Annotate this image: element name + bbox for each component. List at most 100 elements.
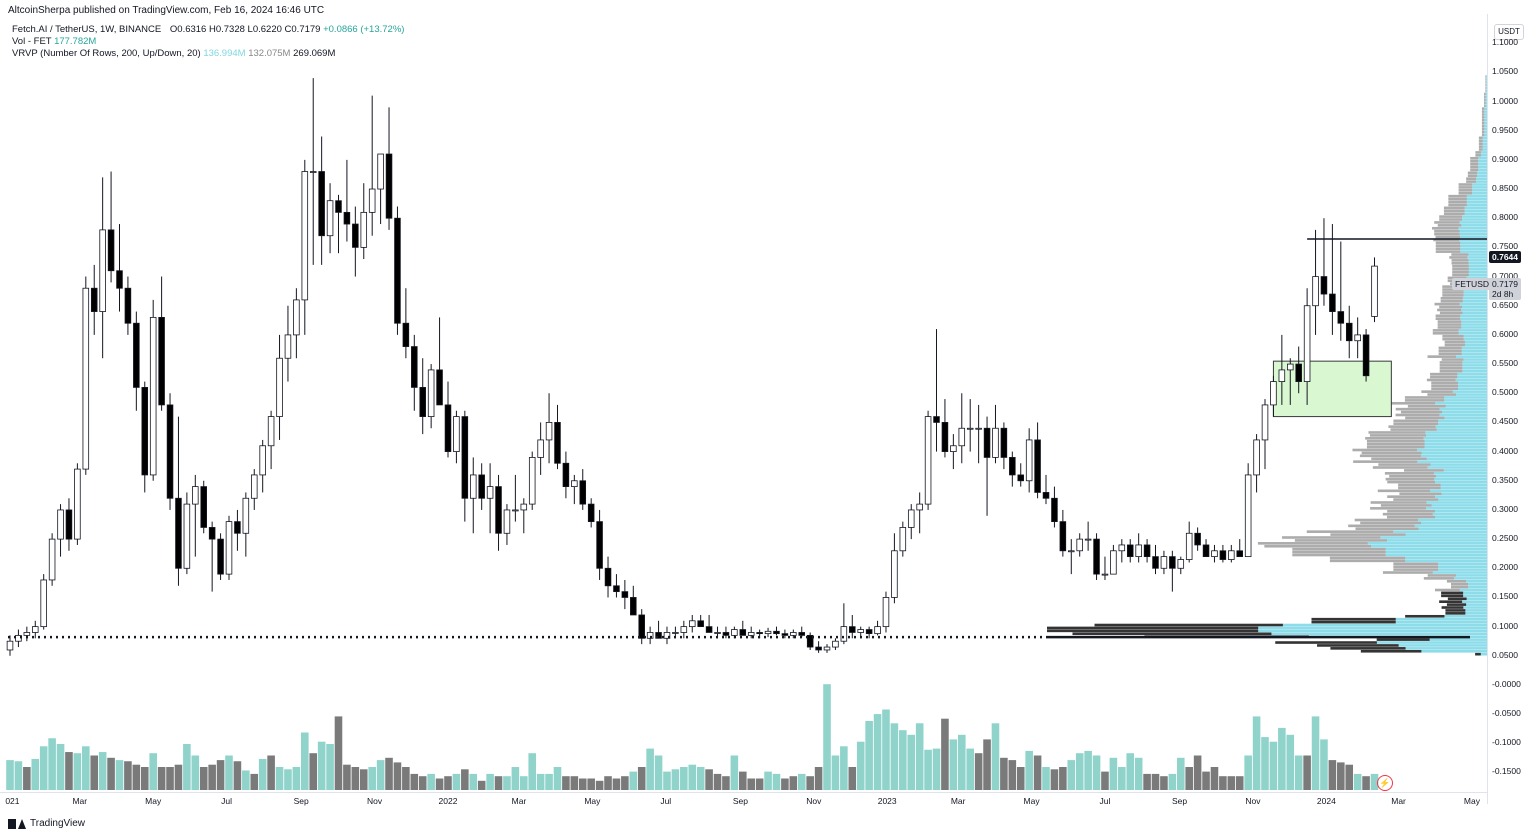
volume-bar [671, 769, 680, 790]
flash-icon[interactable]: ⚡ [1377, 775, 1393, 791]
volume-bar [1008, 760, 1017, 790]
vrvp-down-row [1470, 159, 1479, 163]
vrvp-up-row [1444, 396, 1487, 399]
candle-up [1253, 439, 1260, 476]
volume-bar [140, 767, 149, 790]
volume-bar [6, 760, 14, 790]
symbol-name[interactable]: Fetch.AI / TetherUS, 1W, BINANCE [12, 24, 162, 35]
candle-up [966, 427, 974, 430]
vrvp-legend: VRVP (Number Of Rows, 200, Up/Down, 20) … [12, 48, 335, 59]
currency-button[interactable]: USDT [1494, 24, 1524, 40]
vrvp-up-row [1385, 553, 1487, 557]
volume-bar [368, 767, 376, 790]
volume-bar [1160, 776, 1168, 790]
vrvp-up-row [1462, 305, 1487, 309]
volume-bar [1016, 767, 1025, 790]
vrvp-down-row [1467, 171, 1478, 175]
volume-bar [924, 749, 932, 790]
candle-down [166, 404, 174, 499]
vrvp-down-row [1432, 226, 1459, 230]
vrvp-down-row [1282, 536, 1381, 539]
footer-brand[interactable]: TradingView [30, 818, 86, 829]
candle-down [1345, 322, 1353, 342]
vrvp-up-row [1367, 542, 1487, 545]
vrvp-up-row [1455, 378, 1487, 382]
volume-bar [1261, 737, 1269, 790]
candle-up [267, 416, 275, 447]
vrvp-down-row [1484, 95, 1486, 99]
vrvp-down-row [1393, 565, 1439, 568]
vrvp-up-row [1463, 606, 1487, 609]
vrvp-up-row [1460, 235, 1487, 239]
candle-up [1287, 363, 1294, 371]
candle-up [992, 427, 999, 458]
candle-down [335, 200, 342, 213]
volume-bar [494, 776, 503, 790]
price-axis[interactable] [1487, 14, 1536, 804]
time-axis[interactable] [0, 792, 1487, 807]
vrvp-down-row [1439, 366, 1463, 370]
vrvp-down-row [1360, 649, 1422, 653]
candle-down [1295, 363, 1302, 382]
vrvp-down-row [1485, 75, 1487, 78]
vrvp-down-row [1435, 317, 1461, 321]
vrvp-up-row [1434, 477, 1487, 481]
candle-up [326, 200, 334, 237]
volume-bar [738, 771, 747, 790]
volume-bar [444, 776, 452, 790]
vrvp-up-row [1468, 253, 1487, 256]
volume-bar [957, 734, 966, 790]
volume-bar [461, 769, 469, 790]
vrvp-down-row [1371, 457, 1427, 461]
volume-bar [1353, 773, 1362, 790]
vrvp-down-row [1435, 314, 1461, 318]
vrvp-up-row [1466, 203, 1487, 207]
vrvp-up-row [1427, 466, 1487, 469]
vrvp-label[interactable]: VRVP (Number Of Rows, 200, Up/Down, 20) [12, 48, 201, 59]
vrvp-up-row [1484, 116, 1487, 119]
vrvp-down-row [1458, 183, 1473, 186]
vrvp-down-row [1426, 378, 1456, 382]
volume-bar [562, 776, 570, 790]
vrvp-down-row [1292, 550, 1386, 554]
vrvp-up-row [1468, 273, 1487, 277]
vrvp-down-row [1393, 422, 1439, 426]
vrvp-up-row [1461, 323, 1487, 326]
price-tick: 0.8000 [1492, 212, 1518, 223]
vrvp-up-row [1468, 582, 1487, 586]
candle-down [815, 646, 822, 651]
vrvp-down-row [1385, 477, 1435, 481]
candle-down [133, 322, 140, 388]
vrvp-down-row [1481, 119, 1485, 122]
time-tick: Sep [293, 796, 309, 806]
candle-down [604, 567, 612, 587]
drawn-lines [8, 238, 1487, 639]
volume-label[interactable]: Vol - FET [12, 36, 52, 47]
time-tick: Mar [950, 796, 966, 806]
price-chart[interactable] [0, 0, 1487, 792]
candle-down [1042, 492, 1050, 499]
vrvp-down-row [1435, 247, 1461, 251]
candle-up [276, 357, 283, 417]
volume-bar [334, 716, 343, 790]
volume-bar [56, 744, 65, 790]
vrvp-up-row [1458, 226, 1487, 230]
candle-down [655, 632, 662, 639]
volume-bar [39, 746, 48, 790]
vrvp-down-row [1438, 349, 1462, 353]
candle-up [368, 188, 376, 213]
volume-bar [1050, 769, 1059, 790]
volume-bar [1311, 716, 1320, 790]
vrvp-up-row [1478, 162, 1487, 166]
candle-down [1169, 556, 1176, 569]
vrvp-down-row [1485, 81, 1487, 84]
vrvp-down-row [1448, 203, 1467, 207]
vrvp-up-row [1465, 612, 1487, 615]
candle-up [1211, 550, 1218, 558]
vrvp-up-row [1460, 241, 1487, 245]
vrvp-up-row [1463, 334, 1487, 338]
price-tick: -0.1500 [1492, 766, 1521, 777]
vrvp-up-row [1484, 119, 1487, 122]
candle-down [806, 634, 814, 648]
vrvp-down-row [1427, 393, 1456, 396]
